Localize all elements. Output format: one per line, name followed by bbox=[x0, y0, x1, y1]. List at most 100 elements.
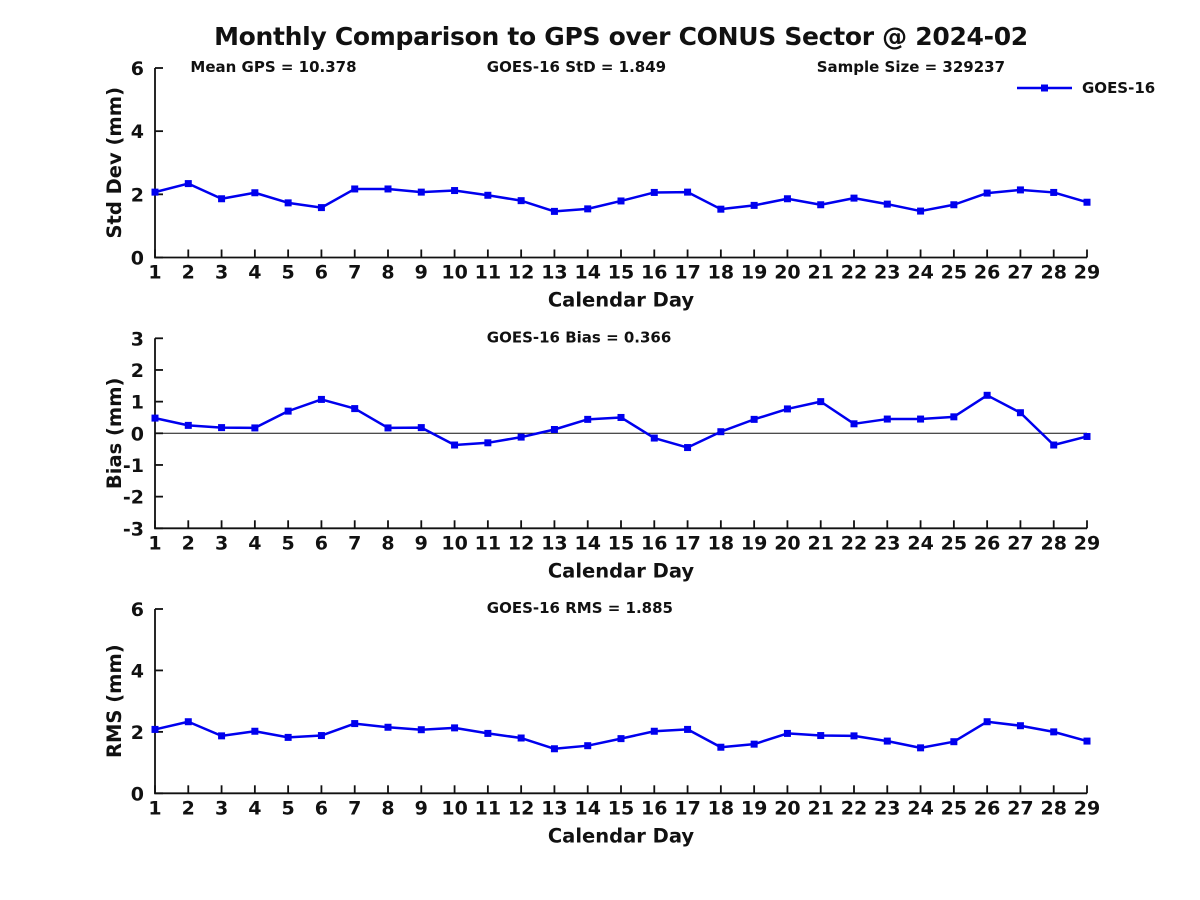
series-line bbox=[154, 394, 1088, 449]
y-tick-label: 6 bbox=[131, 58, 144, 80]
x-tick-label: 1 bbox=[148, 532, 161, 554]
data-marker bbox=[617, 413, 625, 421]
data-marker bbox=[917, 415, 925, 423]
data-marker bbox=[1083, 737, 1091, 745]
x-tick-label: 16 bbox=[641, 262, 667, 284]
data-marker bbox=[717, 205, 725, 213]
x-tick-label: 20 bbox=[774, 797, 800, 819]
data-marker bbox=[817, 732, 825, 740]
y-tick-label: 2 bbox=[131, 184, 144, 206]
x-tick-label: 26 bbox=[974, 532, 1000, 554]
x-tick-label: 26 bbox=[974, 262, 1000, 284]
data-marker bbox=[950, 738, 958, 746]
x-tick-label: 18 bbox=[708, 532, 734, 554]
x-tick-label: 10 bbox=[441, 797, 467, 819]
x-tick-label: 5 bbox=[282, 797, 295, 819]
x-tick-label: 11 bbox=[475, 262, 501, 284]
data-marker bbox=[950, 201, 958, 209]
x-tick-label: 28 bbox=[1040, 797, 1066, 819]
y-tick-label: 4 bbox=[131, 121, 144, 143]
data-marker bbox=[617, 735, 625, 743]
x-tick-label: 1 bbox=[148, 262, 161, 284]
x-tick-label: 13 bbox=[541, 262, 567, 284]
data-marker bbox=[317, 395, 325, 403]
data-marker bbox=[1050, 188, 1058, 196]
data-marker bbox=[184, 180, 192, 188]
x-tick-label: 9 bbox=[415, 797, 428, 819]
x-tick-label: 16 bbox=[641, 797, 667, 819]
data-marker bbox=[584, 415, 592, 423]
x-tick-label: 6 bbox=[315, 262, 328, 284]
data-marker bbox=[417, 188, 425, 196]
data-marker bbox=[384, 424, 392, 432]
data-marker bbox=[517, 734, 525, 742]
x-tick-label: 12 bbox=[508, 797, 534, 819]
x-tick-label: 28 bbox=[1040, 262, 1066, 284]
data-marker bbox=[284, 199, 292, 207]
axes-line bbox=[154, 68, 1087, 259]
x-tick-label: 28 bbox=[1040, 532, 1066, 554]
data-marker bbox=[1016, 722, 1024, 730]
x-tick-label: 15 bbox=[608, 532, 634, 554]
x-tick-label: 18 bbox=[708, 262, 734, 284]
data-marker bbox=[451, 724, 459, 732]
y-tick-label: 6 bbox=[131, 599, 144, 621]
x-tick-label: 7 bbox=[348, 262, 361, 284]
stat-annotation: Mean GPS = 10.378 bbox=[190, 58, 356, 76]
x-tick-label: 7 bbox=[348, 532, 361, 554]
data-marker bbox=[817, 201, 825, 209]
data-marker bbox=[750, 415, 758, 423]
x-tick-label: 8 bbox=[381, 532, 394, 554]
data-marker bbox=[351, 405, 359, 413]
x-tick-label: 12 bbox=[508, 532, 534, 554]
x-tick-label: 10 bbox=[441, 532, 467, 554]
y-axis-label: RMS (mm) bbox=[103, 644, 126, 758]
x-tick-label: 29 bbox=[1074, 532, 1100, 554]
data-marker bbox=[950, 413, 958, 421]
y-tick-label: -2 bbox=[123, 487, 144, 509]
data-marker bbox=[351, 720, 359, 728]
x-tick-label: 8 bbox=[381, 262, 394, 284]
x-tick-label: 2 bbox=[182, 797, 195, 819]
data-marker bbox=[550, 745, 558, 753]
y-tick-label: -3 bbox=[123, 518, 144, 540]
data-marker bbox=[717, 743, 725, 751]
data-marker bbox=[750, 740, 758, 748]
data-marker bbox=[451, 187, 459, 195]
data-marker bbox=[1083, 432, 1091, 440]
data-marker bbox=[317, 732, 325, 740]
data-marker bbox=[151, 414, 159, 422]
x-axis-label: Calendar Day bbox=[548, 289, 695, 312]
data-marker bbox=[284, 407, 292, 415]
y-tick-label: 2 bbox=[131, 360, 144, 382]
x-tick-label: 3 bbox=[215, 262, 228, 284]
x-tick-label: 18 bbox=[708, 797, 734, 819]
data-marker bbox=[417, 726, 425, 734]
data-marker bbox=[917, 207, 925, 215]
data-marker bbox=[650, 188, 658, 196]
data-marker bbox=[351, 185, 359, 193]
x-axis-label: Calendar Day bbox=[548, 824, 695, 847]
x-tick-label: 4 bbox=[248, 532, 261, 554]
x-tick-label: 27 bbox=[1007, 797, 1033, 819]
data-marker bbox=[850, 732, 858, 740]
data-marker bbox=[1016, 409, 1024, 417]
data-marker bbox=[251, 189, 259, 197]
data-marker bbox=[883, 200, 891, 208]
x-tick-label: 12 bbox=[508, 262, 534, 284]
chart-title: Monthly Comparison to GPS over CONUS Sec… bbox=[214, 22, 1028, 51]
y-tick-label: 0 bbox=[131, 783, 144, 805]
x-axis-label: Calendar Day bbox=[548, 559, 695, 582]
x-tick-label: 22 bbox=[841, 797, 867, 819]
data-marker bbox=[684, 188, 692, 196]
x-tick-label: 6 bbox=[315, 797, 328, 819]
x-tick-label: 20 bbox=[774, 532, 800, 554]
stat-annotation: GOES-16 Bias = 0.366 bbox=[487, 328, 672, 346]
data-marker bbox=[151, 188, 159, 196]
data-marker bbox=[251, 727, 259, 735]
data-marker bbox=[417, 424, 425, 432]
x-tick-label: 15 bbox=[608, 262, 634, 284]
stat-annotation: GOES-16 StD = 1.849 bbox=[487, 58, 666, 76]
